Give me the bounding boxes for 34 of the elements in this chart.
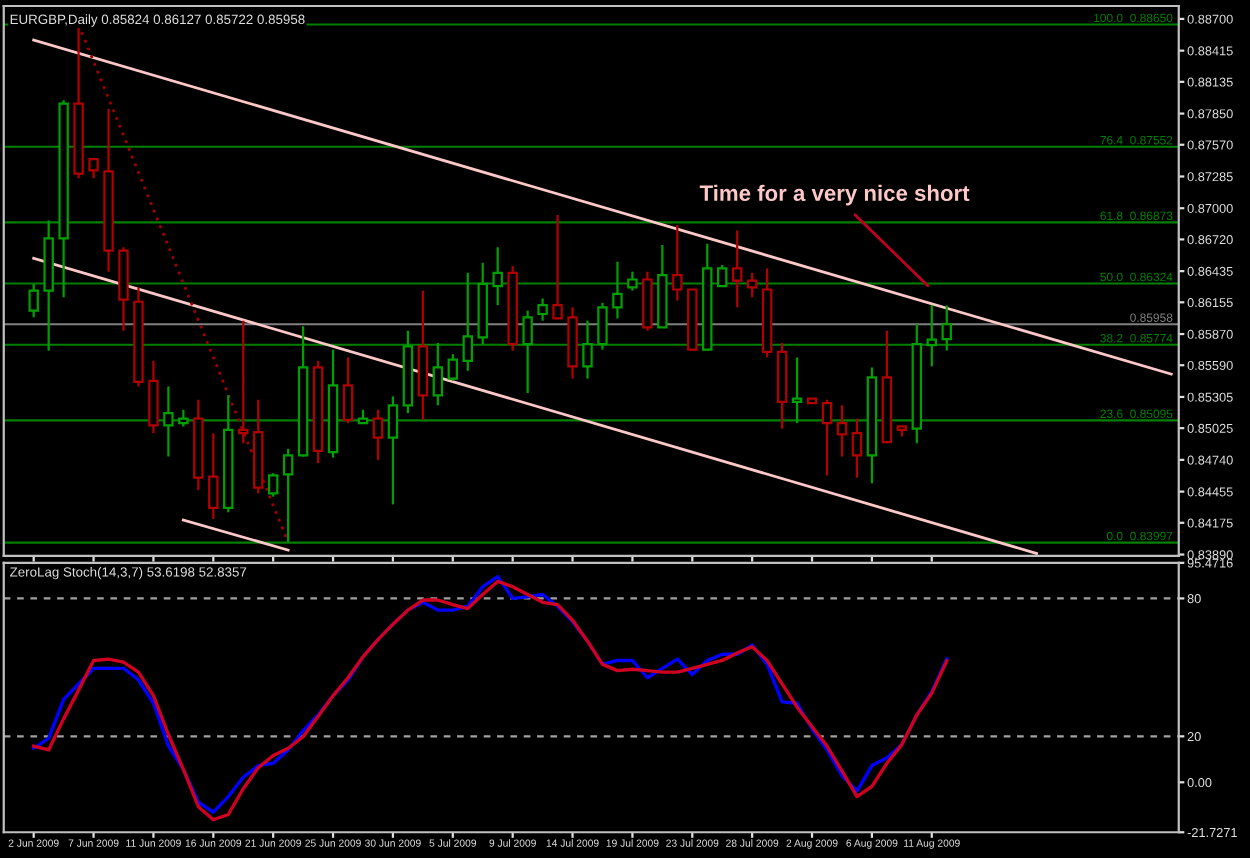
candlestick — [836, 404, 848, 458]
candlestick — [462, 271, 473, 372]
candlestick — [612, 260, 623, 320]
candlestick — [372, 408, 384, 461]
candlestick — [432, 341, 444, 407]
candlestick — [88, 157, 99, 180]
candlestick — [537, 297, 548, 322]
candlestick — [208, 432, 219, 521]
candlestick — [627, 270, 638, 292]
candlestick — [163, 385, 174, 458]
candlestick — [642, 270, 653, 332]
candlestick — [717, 263, 728, 288]
candlestick — [447, 352, 459, 382]
candlestick — [597, 301, 608, 351]
candlestick — [746, 271, 758, 299]
annotation: Time for a very nice short — [699, 184, 970, 206]
candlestick — [28, 282, 39, 319]
candlestick — [282, 447, 294, 544]
candlestick — [552, 213, 563, 320]
candlestick — [851, 417, 863, 479]
candlestick — [522, 309, 533, 395]
candlestick — [941, 304, 952, 352]
candlestick — [492, 246, 503, 307]
candlestick — [731, 229, 743, 309]
candlestick — [238, 319, 249, 445]
candlestick — [148, 359, 159, 435]
candlestick — [582, 319, 593, 380]
candlestick — [672, 223, 683, 302]
candlestick — [267, 472, 279, 498]
candlestick — [342, 356, 354, 425]
candlestick — [791, 356, 803, 425]
candlestick — [821, 398, 833, 477]
candlestick — [387, 395, 399, 506]
candlestick — [926, 303, 937, 368]
